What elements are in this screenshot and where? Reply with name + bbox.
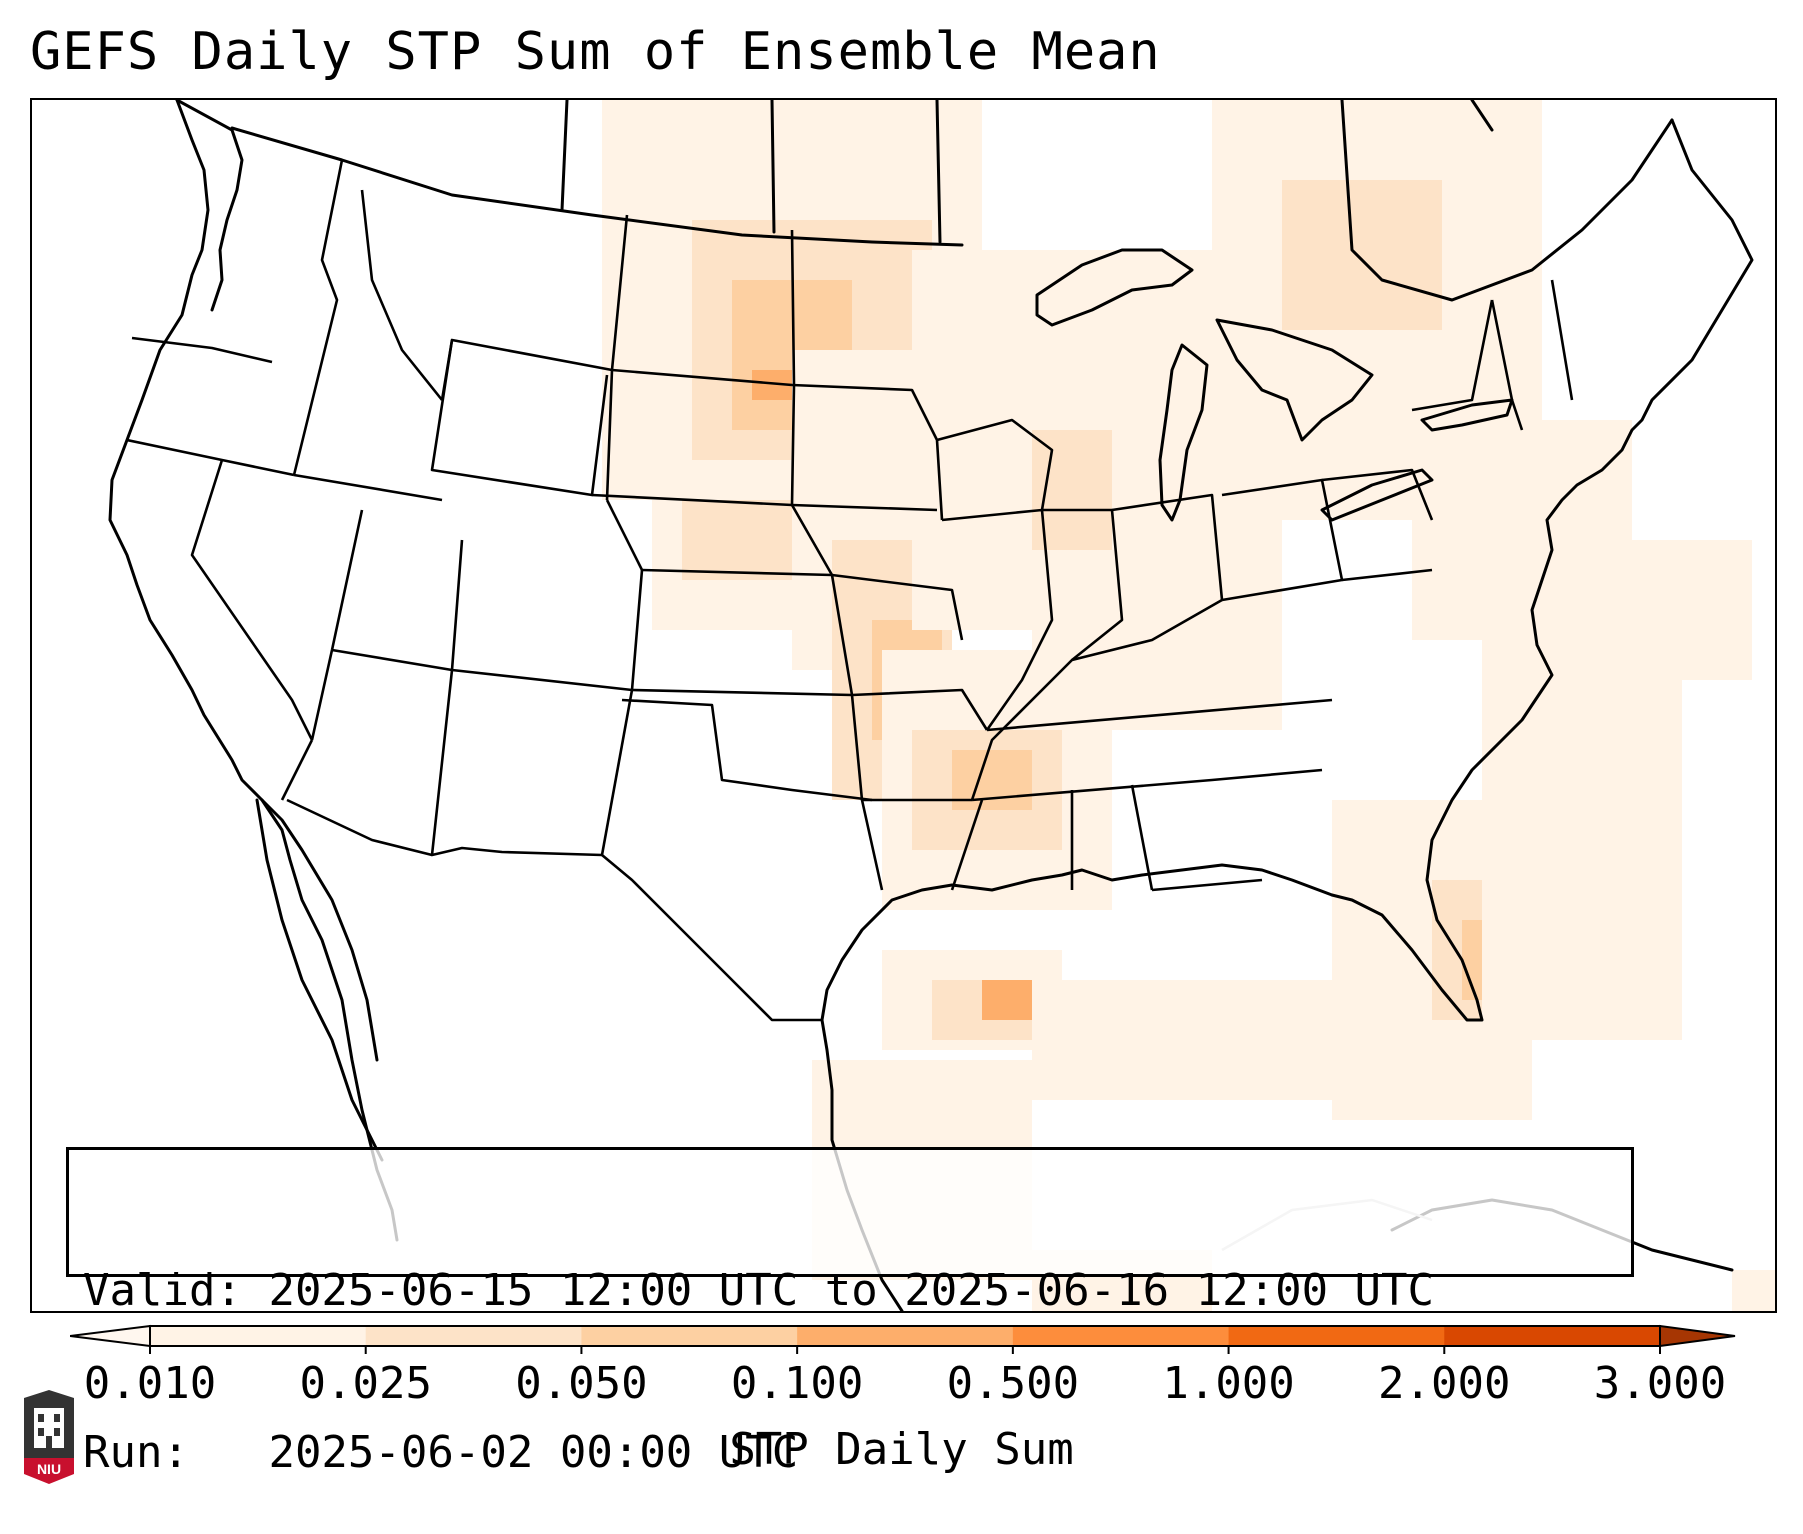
- state-border: [971, 768, 1323, 802]
- state-border: [631, 688, 853, 697]
- lake-superior: [1035, 248, 1194, 327]
- canada-province-line: [770, 100, 776, 234]
- map-canvas: [108, 100, 1775, 1311]
- colorbar-segment: [797, 1326, 1014, 1346]
- state-border: [621, 698, 873, 802]
- state-border: [430, 339, 609, 497]
- state-border: [970, 598, 1223, 801]
- colorbar-tick-label: 0.100: [730, 1358, 864, 1409]
- us-coastline: [108, 100, 399, 1242]
- state-border: [936, 418, 1054, 511]
- colorbar-tick-label: 1.000: [1162, 1358, 1295, 1409]
- run-row: Run: 2025-06-02 00:00 UTC: [83, 1426, 1617, 1480]
- state-border: [986, 698, 1333, 732]
- lake-ontario: [1420, 398, 1514, 432]
- canada-province-line: [935, 100, 942, 244]
- colorbar-tick-labels: 0.010 0.025 0.050 0.100 0.500 1.000 2.000 3.000: [0, 1358, 1803, 1418]
- niu-logo: NIU: [24, 1390, 74, 1484]
- state-border: [440, 338, 613, 401]
- state-border: [1151, 878, 1263, 892]
- state-border: [791, 383, 944, 521]
- colorbar: [70, 1324, 1736, 1354]
- colorbar-tick-label: 0.010: [83, 1358, 217, 1409]
- east-coastline: [1330, 118, 1754, 1022]
- canada-province-line: [1470, 100, 1494, 132]
- state-border: [605, 499, 644, 571]
- baja-peninsula: [255, 798, 384, 1162]
- valid-run-info-box: Valid: 2025-06-15 12:00 UTC to 2025-06-1…: [66, 1147, 1634, 1478]
- canada-province-line: [1340, 100, 1674, 302]
- lake-huron: [1215, 318, 1374, 442]
- valid-row: Valid: 2025-06-15 12:00 UTC to 2025-06-1…: [83, 1264, 1617, 1318]
- state-border: [360, 189, 444, 401]
- lake-michigan: [1158, 343, 1209, 522]
- stp-cell-light: [1632, 540, 1752, 680]
- pacific-nw-coast: [175, 100, 244, 312]
- state-border: [293, 473, 443, 502]
- state-border: [286, 798, 433, 857]
- state-border: [1321, 468, 1434, 521]
- run-label: Run:: [83, 1427, 189, 1478]
- state-border: [280, 739, 314, 801]
- state-border: [1111, 493, 1224, 601]
- colorbar-label: STP Daily Sum: [729, 1424, 1074, 1475]
- colorbar-tick-label: 0.025: [299, 1358, 432, 1409]
- colorbar-tick-label: 2.000: [1378, 1358, 1511, 1409]
- state-border: [1411, 299, 1494, 412]
- state-border: [791, 503, 938, 512]
- state-border: [1490, 299, 1524, 431]
- colorbar-tick-label: 3.000: [1593, 1358, 1727, 1409]
- stp-cell-light: [1482, 640, 1682, 1040]
- stp-shading: [602, 100, 1775, 1311]
- state-border: [1341, 568, 1433, 582]
- colorbar-extend-high: [1659, 1324, 1736, 1348]
- state-border: [1221, 478, 1344, 602]
- map-title: GEFS Daily STP Sum of Ensemble Mean: [30, 22, 1161, 82]
- state-border: [330, 509, 364, 651]
- canada-province-line: [560, 100, 569, 212]
- colorbar-border: [149, 1325, 1661, 1347]
- state-border: [591, 493, 793, 507]
- valid-label: Valid:: [83, 1265, 242, 1316]
- map-panel: [30, 98, 1777, 1313]
- colorbar-tick-label: 0.500: [946, 1358, 1080, 1409]
- state-border: [600, 689, 634, 856]
- state-border: [641, 568, 833, 577]
- state-border: [831, 573, 964, 641]
- state-border: [1550, 279, 1574, 401]
- state-border: [190, 459, 314, 741]
- state-border: [131, 336, 273, 364]
- state-border: [310, 649, 334, 741]
- stp-cell-medium: [682, 500, 812, 580]
- colorbar-segment: [1012, 1326, 1230, 1346]
- state-border: [1130, 784, 1154, 891]
- stp-cell-light: [1412, 420, 1632, 640]
- colorbar-extend-low: [70, 1324, 151, 1348]
- state-border: [941, 508, 1054, 731]
- state-border: [1042, 508, 1124, 662]
- lake-erie: [1320, 468, 1434, 522]
- mexico-coast: [260, 798, 379, 1062]
- valid-value: 2025-06-15 12:00 UTC to 2025-06-16 12:00…: [268, 1265, 1435, 1316]
- state-border: [950, 799, 984, 891]
- state-border: [611, 368, 793, 387]
- run-value: 2025-06-02 00:00 UTC: [268, 1427, 799, 1478]
- colorbar-segment: [365, 1326, 582, 1346]
- state-border: [860, 799, 884, 891]
- state-border: [851, 688, 989, 731]
- colorbar-segment: [1444, 1326, 1661, 1346]
- colorbar-segment: [150, 1326, 367, 1346]
- logo-text: NIU: [37, 1461, 61, 1477]
- colorbar-segment: [581, 1326, 798, 1346]
- colorbar-tick-label: 0.050: [515, 1358, 648, 1409]
- stp-cell-light: [1732, 1270, 1775, 1311]
- gulf-coastline: [820, 863, 1334, 1311]
- state-border: [430, 669, 603, 857]
- state-border: [126, 438, 295, 477]
- stp-cell-medium: [1282, 180, 1442, 330]
- state-border: [292, 159, 344, 476]
- state-border: [451, 569, 644, 692]
- colorbar-segment: [1228, 1326, 1445, 1346]
- state-border: [601, 854, 822, 1022]
